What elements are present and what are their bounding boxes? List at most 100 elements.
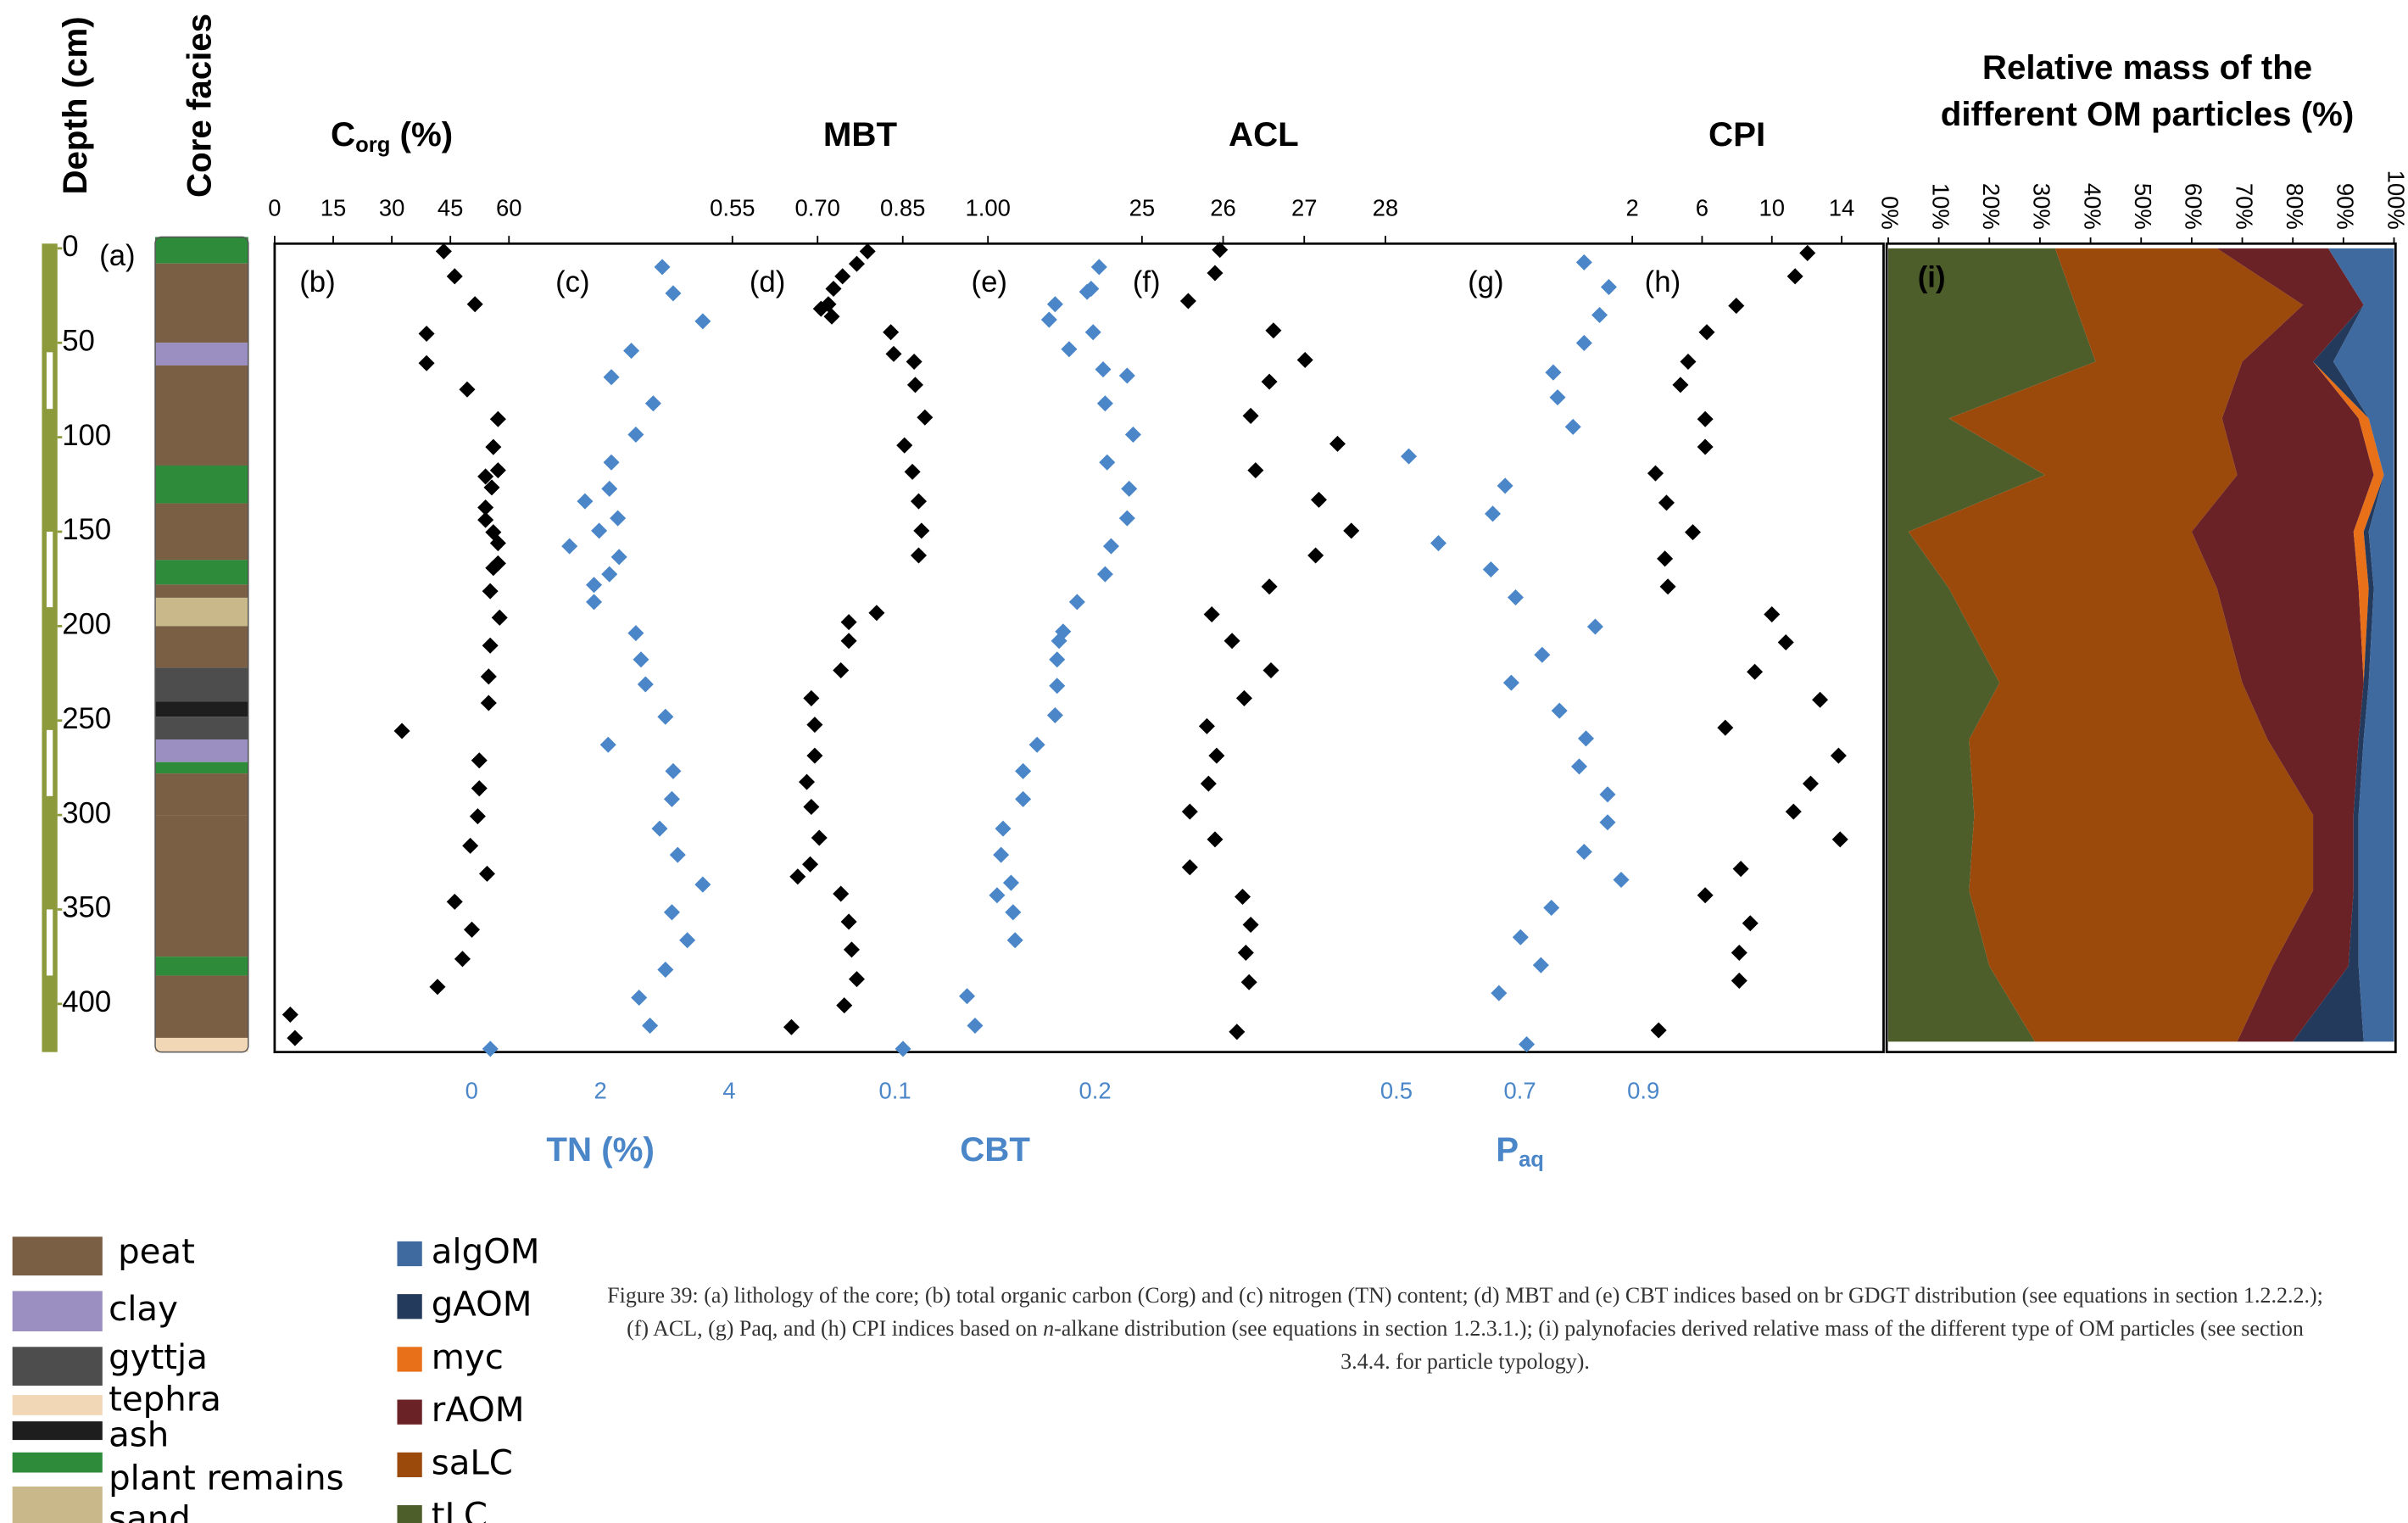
- core-layer: [155, 1037, 248, 1052]
- data-point: [799, 773, 816, 790]
- data-point: [1613, 871, 1630, 889]
- title-text: TN (%): [546, 1130, 654, 1168]
- data-point: [694, 876, 711, 893]
- data-point: [896, 437, 913, 454]
- data-point: [1015, 790, 1032, 807]
- data-point: [840, 614, 857, 631]
- data-point: [806, 747, 823, 764]
- data-point: [1742, 915, 1759, 932]
- area: [2327, 248, 2394, 1042]
- data-point: [1672, 377, 1689, 393]
- panel-label: (d): [750, 266, 785, 298]
- x-tick-label: 80%: [2282, 183, 2308, 230]
- panel-title: different OM particles (%): [1941, 95, 2355, 133]
- data-point: [1028, 736, 1045, 753]
- data-point: [1575, 254, 1592, 271]
- data-point: [1532, 957, 1549, 973]
- legend-label: sand: [109, 1499, 191, 1523]
- data-point: [627, 625, 644, 642]
- data-point: [435, 243, 452, 259]
- x-tick-label: 0: [465, 1077, 478, 1103]
- data-point: [631, 989, 648, 1007]
- data-point: [1242, 407, 1259, 424]
- data-point: [1830, 747, 1847, 764]
- x-tick-label: 0.70: [795, 194, 840, 220]
- data-point: [1577, 730, 1595, 747]
- data-point: [783, 1018, 800, 1035]
- data-point: [959, 988, 976, 1005]
- title-text: CBT: [960, 1130, 1030, 1168]
- legend-label: tephra: [109, 1380, 221, 1419]
- core-layer: [155, 584, 248, 598]
- y-tick-label: 350: [62, 892, 111, 924]
- data-point: [848, 255, 865, 272]
- x-tick-label: 6: [1696, 194, 1708, 220]
- data-point: [1049, 678, 1066, 695]
- x-tick-label: 2: [594, 1077, 607, 1103]
- data-point: [637, 676, 654, 693]
- x-tick-label: 0.85: [880, 194, 925, 220]
- core-layer: [155, 667, 248, 702]
- data-point: [1208, 747, 1225, 764]
- data-point: [1697, 887, 1714, 904]
- data-point: [482, 1040, 499, 1057]
- core-layer: [155, 263, 248, 343]
- data-point: [1549, 389, 1566, 406]
- core-layer: [155, 773, 248, 816]
- data-point: [577, 493, 594, 510]
- data-point: [1296, 351, 1313, 369]
- data-point: [1534, 646, 1551, 663]
- core-layer: [155, 466, 248, 504]
- x-tick-label: 1.00: [965, 194, 1010, 220]
- data-point: [599, 736, 616, 753]
- data-point: [993, 846, 1010, 863]
- data-point: [989, 887, 1006, 904]
- legend-label: myc: [432, 1338, 504, 1377]
- data-point: [477, 511, 494, 528]
- data-point: [1717, 719, 1734, 736]
- legend-swatch: [397, 1452, 422, 1478]
- data-point: [1564, 418, 1581, 435]
- data-point: [633, 651, 649, 668]
- legend-swatch: [12, 1291, 103, 1332]
- data-point: [418, 354, 435, 371]
- data-point: [1124, 426, 1141, 443]
- data-point: [1491, 985, 1508, 1001]
- data-point: [1203, 606, 1220, 623]
- y-tick-label: 100: [62, 420, 111, 452]
- area: [2293, 248, 2384, 1042]
- core-layer: [155, 975, 248, 1038]
- data-point: [657, 962, 674, 979]
- y-tick-label: 300: [62, 797, 111, 829]
- caption: Figure 39: (a) lithology of the core; (b…: [605, 1279, 2326, 1378]
- data-point: [665, 762, 682, 779]
- y-tick-label: 50: [62, 325, 95, 357]
- data-point: [1096, 566, 1113, 583]
- data-point: [1551, 702, 1568, 719]
- x-tick-label: 0.2: [1079, 1077, 1112, 1103]
- panel-label: (c): [555, 266, 590, 298]
- data-point: [1247, 462, 1264, 479]
- data-point: [601, 480, 618, 497]
- data-point: [466, 296, 483, 313]
- data-point: [623, 343, 640, 360]
- data-point: [561, 538, 578, 555]
- data-point: [478, 865, 495, 882]
- data-point: [642, 1017, 659, 1034]
- data-point: [1121, 480, 1138, 497]
- data-point: [665, 285, 682, 302]
- data-point: [833, 661, 850, 678]
- data-point: [1575, 844, 1592, 861]
- data-point: [1430, 535, 1446, 552]
- x-tick-label: 4: [722, 1077, 735, 1103]
- depth-bar-gap: [46, 729, 53, 796]
- data-point: [1099, 454, 1116, 471]
- y-tick-label: 150: [62, 514, 111, 546]
- data-point: [1051, 633, 1067, 650]
- x-tick-label: 0%: [1877, 196, 1904, 230]
- x-axis-title: TN (%): [546, 1130, 654, 1168]
- data-point: [910, 493, 927, 510]
- data-point: [1497, 477, 1513, 494]
- data-point: [480, 695, 497, 711]
- data-point: [802, 856, 819, 873]
